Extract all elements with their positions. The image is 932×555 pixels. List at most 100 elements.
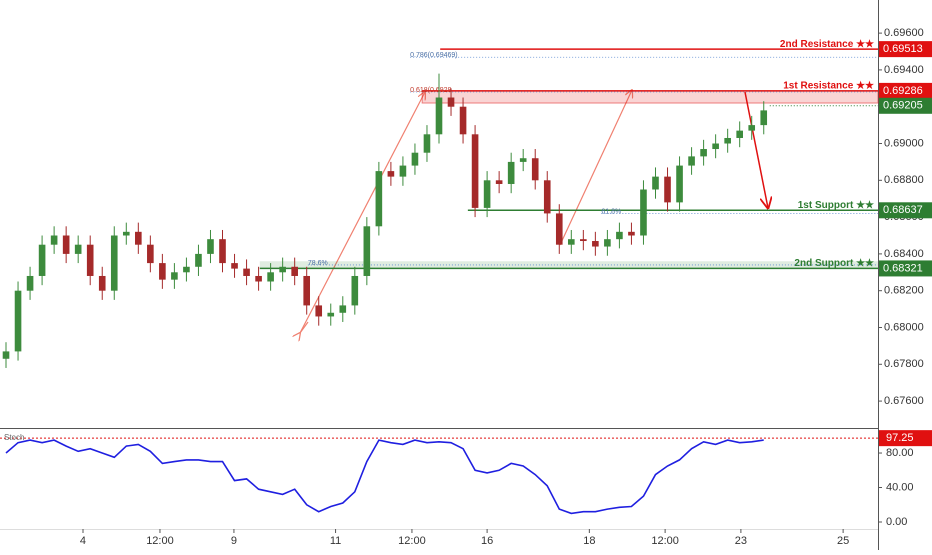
level-label: 2nd Support ★★ [794,258,874,269]
fib-label: 0.786(0.69469) [410,52,457,59]
x-tick-label: 12:00 [146,535,174,547]
candle-body [411,152,419,166]
candle-body [387,171,395,177]
candle-body [122,231,130,236]
candle-body [303,275,311,306]
fib-label: 61.8% [601,208,621,215]
x-tick-label: 12:00 [398,535,426,547]
price-tag-label: 0.69286 [883,85,923,97]
level-label: 1st Support ★★ [798,200,874,211]
candle-body [147,244,154,264]
x-tick-label: 18 [583,535,595,547]
candle-body [255,275,262,282]
candle-body [760,110,768,126]
stoch-level-tag [879,430,932,447]
candle-body [26,275,34,291]
projection-arrow [559,90,632,246]
forecast-arrow [744,91,768,208]
candle-body [471,134,479,208]
y-tick-label: 0.67800 [884,358,924,370]
candle-body [748,125,756,131]
candle-body [231,263,238,269]
candle-body [291,266,298,276]
stoch-line [5,439,764,515]
candle-body [423,134,431,153]
candle-body [543,180,551,214]
y-tick-label: 0.68400 [884,248,924,260]
candle-body [604,239,611,247]
stoch-y-tick-label: 40.00 [886,481,914,493]
stoch-y-tick-label: 80.00 [886,447,914,459]
candle-body [483,180,491,208]
x-tick-label: 11 [330,535,341,547]
candle-body [459,106,467,135]
candle-body [447,97,455,107]
candle-body [159,263,166,280]
candle-body [327,312,335,317]
price-tag [879,260,932,277]
candle-body [399,165,407,177]
candle-body [195,253,202,267]
candle-body [628,231,635,236]
candle-body [435,97,443,135]
candle-body [519,158,527,162]
candle-body [38,244,46,276]
stoch-name: Stoch [4,433,24,442]
x-tick-label: 4 [80,535,86,547]
candle-body [243,268,250,276]
x-tick-label: 16 [481,535,493,547]
candle-body [736,130,743,138]
candle-body [14,290,22,352]
support-zone [259,261,879,269]
fib-label: 0.618(0.6928 [410,87,451,94]
candle-body [700,149,707,157]
candle-body [267,272,274,282]
stoch-y-tick-label: 0.00 [886,516,907,528]
candle-body [724,137,731,144]
level-label: 2nd Resistance ★★ [780,39,874,50]
price-tag-label: 0.68637 [883,204,923,216]
y-tick-label: 0.67600 [884,395,924,407]
y-tick-label: 0.69000 [884,137,924,149]
candle-body [207,239,214,254]
candle-body [98,275,106,291]
stoch-level-label: 97.25 [886,432,914,444]
candle-body [279,266,286,273]
candle-body [110,235,118,291]
price-tag [879,41,932,58]
candle-body [74,244,82,254]
candle-body [50,235,58,245]
y-tick-label: 0.69400 [884,64,924,76]
candle-body [171,272,178,280]
x-tick-label: 23 [735,535,747,547]
candle-body [640,189,647,236]
projection-arrow [299,92,425,334]
candle-body [183,266,190,273]
candle-body [495,180,503,184]
price-tag-label: 0.69513 [883,43,923,55]
last-price-tag [879,97,932,114]
price-tag-label: 0.68321 [883,262,923,274]
y-tick-label: 0.69600 [884,27,924,39]
level-label: 1st Resistance ★★ [783,81,874,92]
candle-body [351,275,359,306]
x-tick-label: 9 [231,535,237,547]
candle-body [712,143,719,150]
fib-label: 78.6% [308,260,328,267]
projection-arrow-tail [300,321,309,333]
candle-body [507,161,515,184]
candle-body [664,176,671,203]
candle-body [580,239,587,242]
y-tick-label: 0.68200 [884,285,924,297]
candle-body [219,239,226,264]
candle-body [315,305,323,317]
candle-body [363,226,371,276]
candle-body [62,235,70,254]
candle-body [652,176,659,190]
y-tick-label: 0.68800 [884,174,924,186]
candle-body [86,244,94,276]
candle-body [688,156,695,166]
candle-body [2,351,10,359]
y-tick-label: 0.68000 [884,321,924,333]
